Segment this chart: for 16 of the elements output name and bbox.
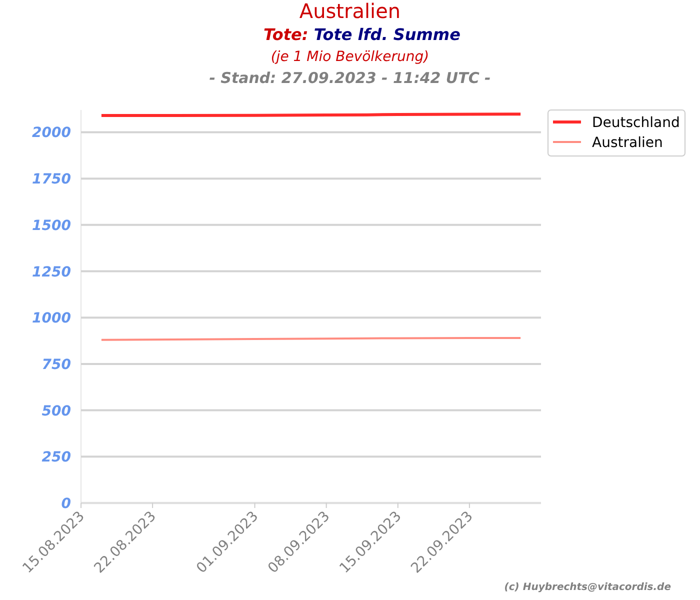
chart-title: Australien [299,0,401,23]
text: (je 1 Mio Bevölkerung) [270,49,430,65]
y-tick-label: 250 [42,450,72,466]
y-tick-label: 500 [42,403,72,420]
y-tick-label: 0 [61,496,72,512]
text: (c) Huybrechts@vitacordis.de [504,582,672,593]
y-tick-label: 750 [42,356,72,373]
text: - Stand: 27.09.2023 - 11:42 UTC - [209,69,491,87]
legend-label: Deutschland [592,115,680,131]
y-tick-label: 2000 [32,125,72,142]
y-tick-label: 1250 [32,264,72,280]
y-tick-label: 1000 [32,310,72,327]
y-tick-label: 1750 [32,172,72,188]
legend-label: Australien [592,135,663,151]
y-tick-label: 1500 [32,218,72,234]
chart-subtitle: Tote: Tote lfd. Summe [264,25,461,44]
